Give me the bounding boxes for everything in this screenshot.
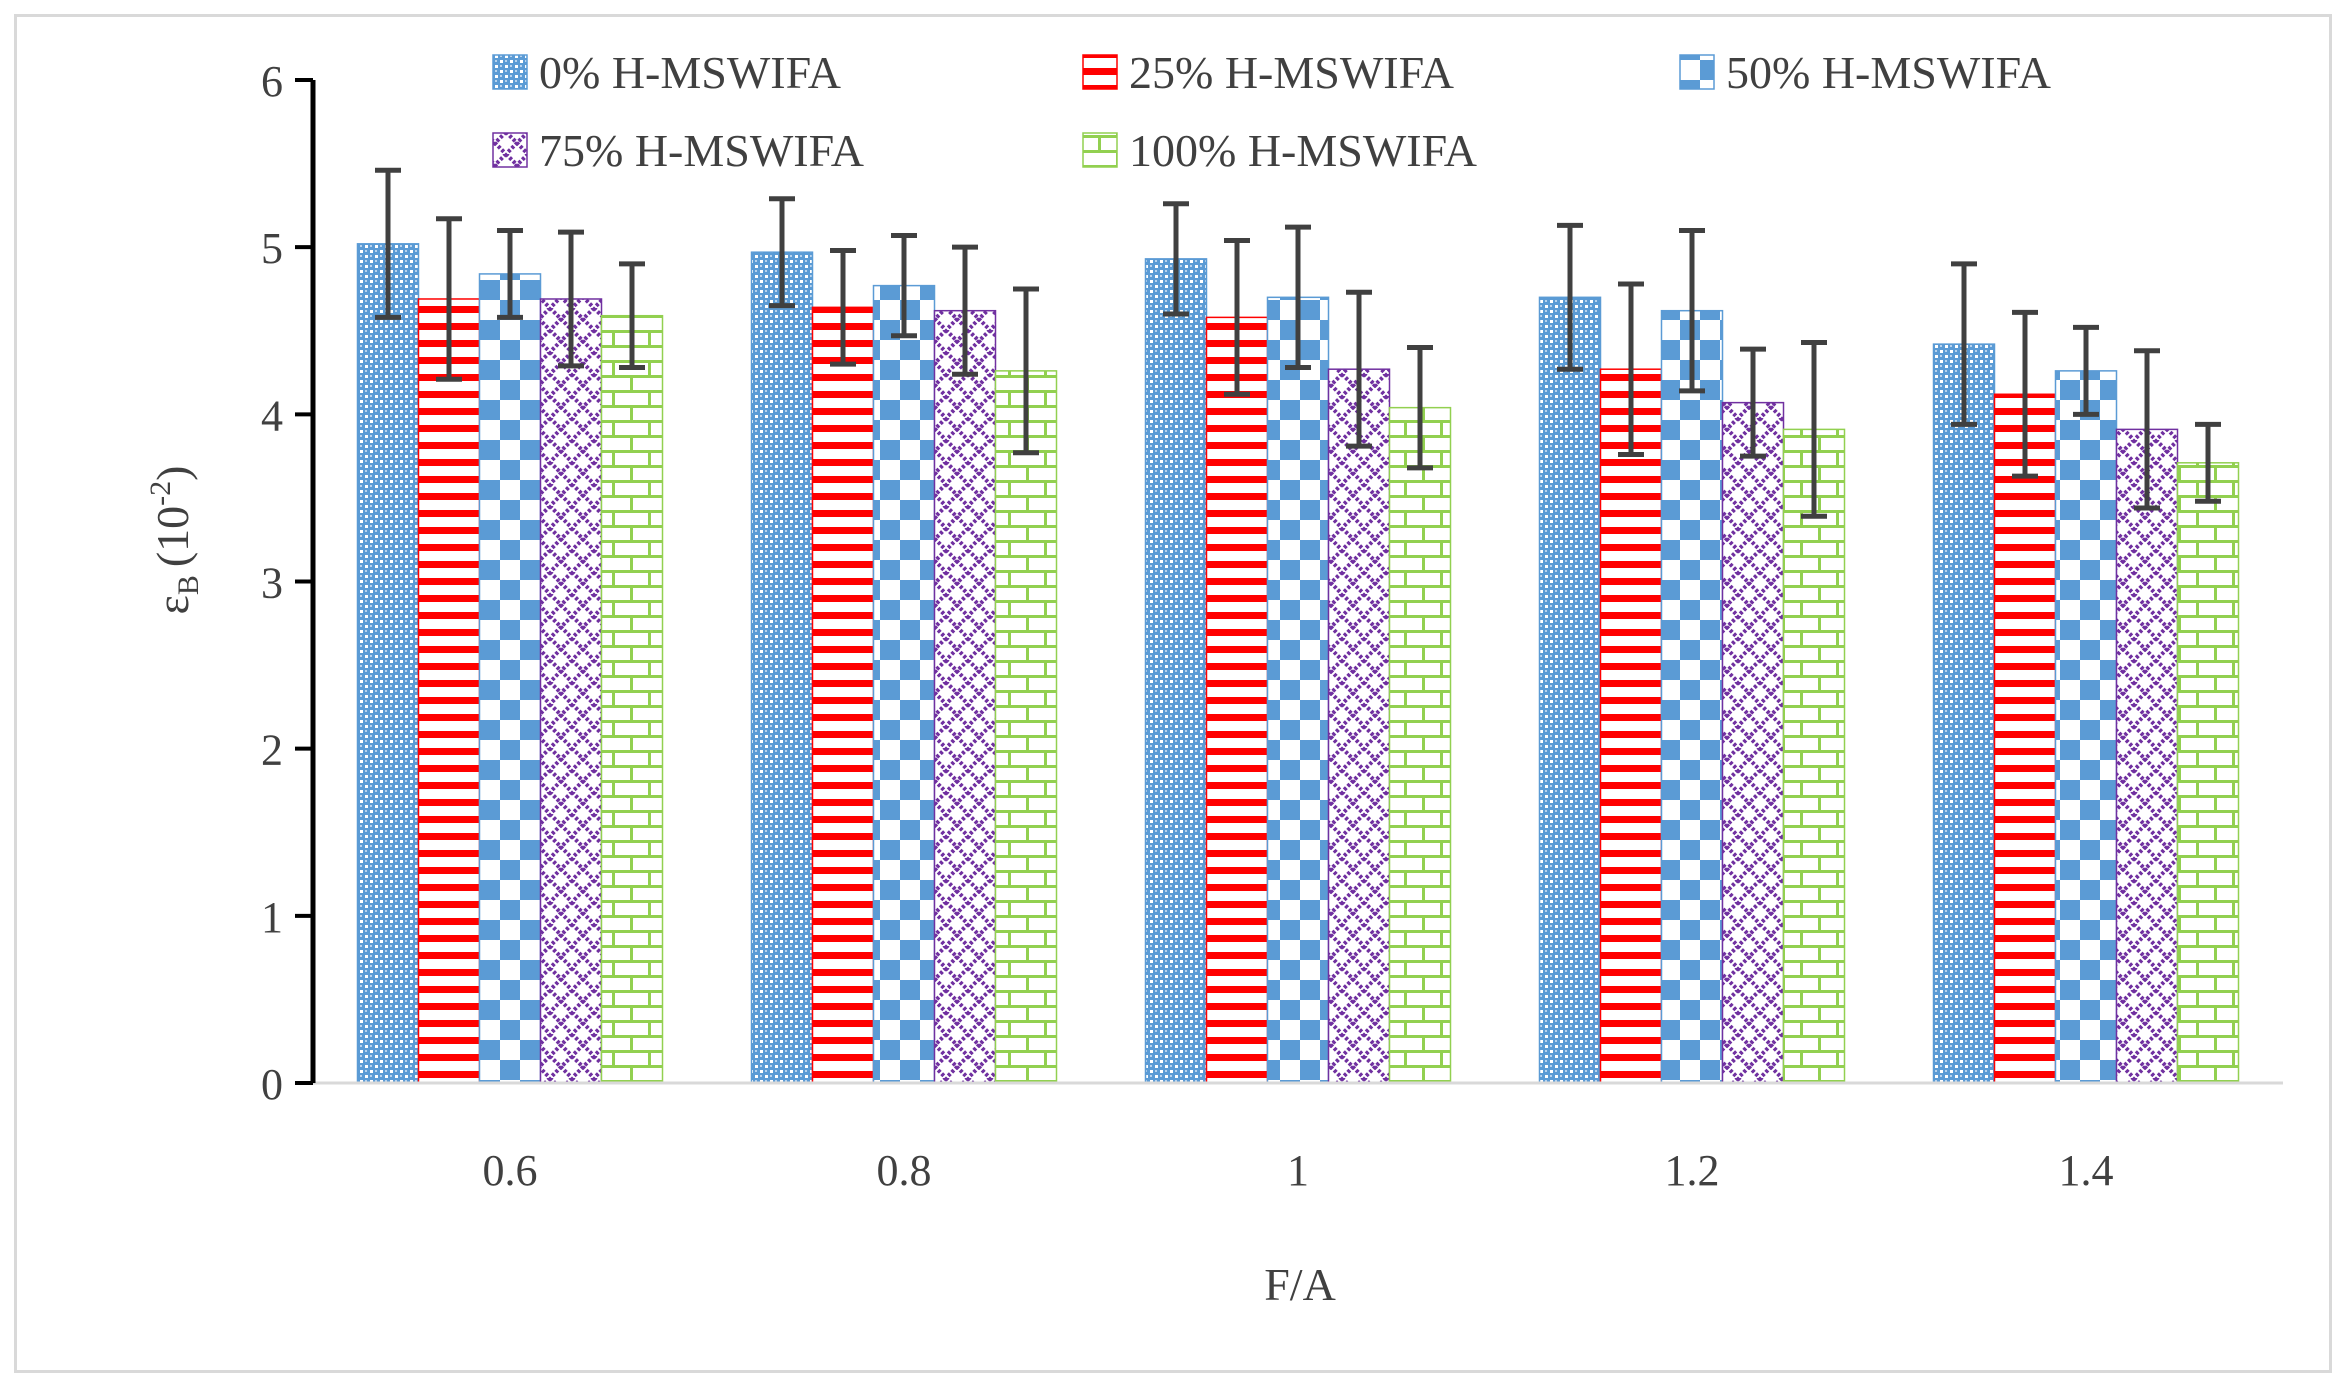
x-tick-label: 0.6 bbox=[483, 1146, 538, 1195]
y-tick-label: 2 bbox=[261, 726, 283, 775]
y-tick-label: 1 bbox=[261, 893, 283, 942]
y-axis-symbol: ε bbox=[147, 595, 198, 614]
bar bbox=[750, 251, 814, 1084]
y-axis-subscript: B bbox=[172, 575, 205, 595]
error-bar bbox=[2012, 309, 2038, 479]
svg-text:εB(10-2): εB (10-2) bbox=[144, 466, 205, 615]
legend-label: 75% H-MSWIFA bbox=[539, 125, 864, 176]
bar bbox=[1327, 368, 1391, 1084]
y-tick-label: 6 bbox=[261, 57, 283, 106]
bar bbox=[811, 306, 875, 1084]
bar bbox=[417, 298, 481, 1084]
legend-label: 50% H-MSWIFA bbox=[1726, 47, 2051, 98]
y-axis-title: εB (10-2) bbox=[144, 466, 205, 615]
legend-item: 25% H-MSWIFA bbox=[1082, 47, 1454, 98]
error-bar bbox=[1285, 224, 1311, 371]
x-tick-label: 1.4 bbox=[2059, 1146, 2114, 1195]
error-bar bbox=[558, 229, 584, 369]
bars-group bbox=[356, 243, 2240, 1084]
y-tick-label: 0 bbox=[261, 1060, 283, 1109]
bar bbox=[2115, 428, 2179, 1084]
bar bbox=[2176, 462, 2240, 1084]
bar bbox=[1144, 258, 1208, 1084]
bar bbox=[1932, 343, 1996, 1084]
error-bar bbox=[1618, 281, 1644, 457]
bar bbox=[1388, 406, 1452, 1084]
error-bar bbox=[2134, 348, 2160, 511]
bar bbox=[1993, 393, 2057, 1084]
error-bar bbox=[891, 232, 917, 339]
bar bbox=[600, 314, 664, 1084]
y-ticks-group: 0 1 2 3 4 5 6 bbox=[261, 57, 313, 1109]
error-bar bbox=[1740, 346, 1766, 459]
legend: 0% H-MSWIFA 25% H-MSWIFA 50% H-MSWIFA 75% H… bbox=[492, 47, 2051, 176]
x-tick-label: 0.8 bbox=[877, 1146, 932, 1195]
error-bar bbox=[1557, 222, 1583, 372]
error-bar bbox=[2195, 421, 2221, 504]
bar bbox=[1538, 296, 1602, 1084]
error-bar bbox=[1163, 201, 1189, 317]
error-bar bbox=[830, 248, 856, 367]
bar bbox=[2054, 370, 2118, 1084]
legend-item: 100% H-MSWIFA bbox=[1082, 125, 1477, 176]
error-bar bbox=[2073, 324, 2099, 417]
error-bar bbox=[1951, 261, 1977, 427]
y-tick-label: 4 bbox=[261, 391, 283, 440]
bar bbox=[872, 284, 936, 1084]
error-bar bbox=[1013, 286, 1039, 456]
error-bar bbox=[1346, 289, 1372, 449]
x-tick-label: 1 bbox=[1287, 1146, 1309, 1195]
x-tick-label: 1.2 bbox=[1665, 1146, 1720, 1195]
legend-swatch bbox=[1082, 54, 1118, 90]
x-ticks-group: 0.6 0.8 1 1.2 1.4 bbox=[483, 1146, 2114, 1195]
error-bar bbox=[619, 261, 645, 371]
y-axis-unit-base: (10 bbox=[147, 506, 198, 567]
error-bar bbox=[497, 227, 523, 320]
error-bar bbox=[952, 244, 978, 377]
x-axis-title: F/A bbox=[1264, 1259, 1336, 1310]
bar bbox=[994, 370, 1058, 1084]
bar bbox=[356, 243, 420, 1084]
error-bar bbox=[1801, 339, 1827, 519]
error-bar bbox=[436, 216, 462, 382]
error-bar bbox=[1407, 344, 1433, 471]
legend-label: 25% H-MSWIFA bbox=[1129, 47, 1454, 98]
bar bbox=[1782, 428, 1846, 1084]
bar bbox=[1721, 401, 1785, 1084]
bar bbox=[1205, 316, 1269, 1084]
bar bbox=[1266, 296, 1330, 1084]
legend-swatch bbox=[1679, 54, 1715, 90]
bar bbox=[1660, 309, 1724, 1084]
legend-label: 0% H-MSWIFA bbox=[539, 47, 841, 98]
legend-swatch bbox=[492, 54, 528, 90]
bar bbox=[539, 298, 603, 1084]
error-bar bbox=[1224, 237, 1250, 397]
bar bbox=[933, 309, 997, 1084]
y-axis-unit-exponent: -2 bbox=[144, 481, 177, 506]
legend-item: 50% H-MSWIFA bbox=[1679, 47, 2051, 98]
y-tick-label: 5 bbox=[261, 224, 283, 273]
bar bbox=[478, 273, 542, 1084]
error-bar bbox=[1679, 227, 1705, 394]
error-bar bbox=[769, 196, 795, 309]
legend-item: 0% H-MSWIFA bbox=[492, 47, 841, 98]
legend-item: 75% H-MSWIFA bbox=[492, 125, 864, 176]
bar bbox=[1599, 368, 1663, 1084]
error-bar bbox=[375, 167, 401, 320]
legend-label: 100% H-MSWIFA bbox=[1129, 125, 1477, 176]
legend-swatch bbox=[1082, 132, 1118, 168]
error-bars-group bbox=[375, 167, 2221, 519]
y-tick-label: 3 bbox=[261, 559, 283, 608]
y-axis-unit-close: ) bbox=[147, 466, 198, 481]
legend-swatch bbox=[492, 132, 528, 168]
